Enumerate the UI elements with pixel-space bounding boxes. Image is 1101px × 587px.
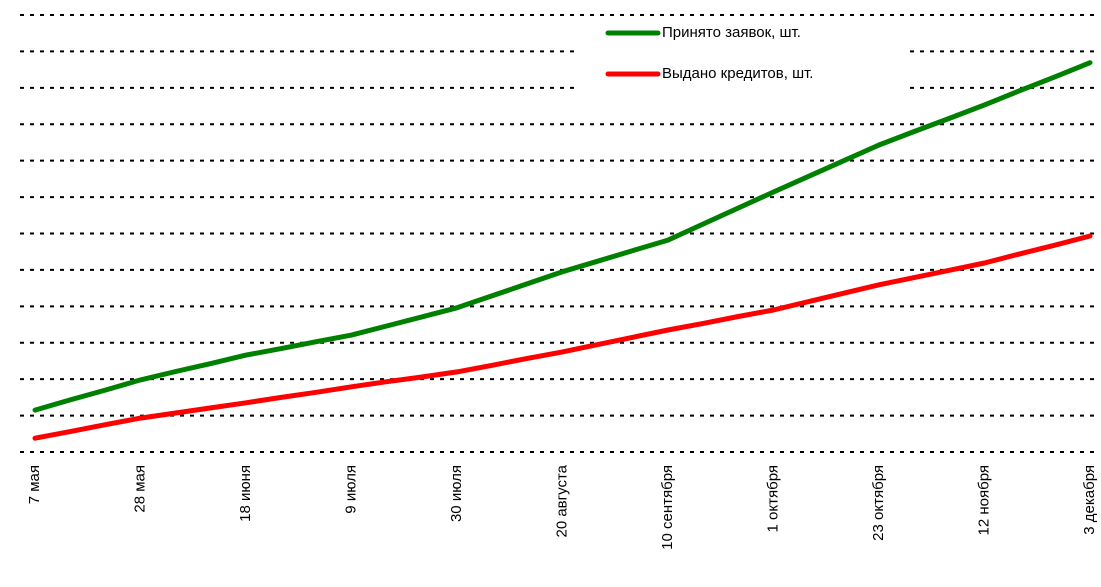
series-line [32, 233, 1093, 441]
x-tick-label: 3 декабря [1081, 465, 1098, 535]
legend-label: Выдано кредитов, шт. [662, 65, 813, 82]
x-tick-label: 20 августа [553, 464, 570, 537]
x-tick-label: 30 июля [448, 465, 465, 522]
x-tick-label: 28 мая [131, 465, 148, 513]
x-tick-label: 10 сентября [659, 465, 676, 550]
x-tick-label: 18 июня [237, 465, 254, 522]
x-tick-label: 1 октября [764, 465, 781, 532]
x-tick-label: 9 июля [342, 465, 359, 514]
x-tick-label: 23 октября [870, 465, 887, 541]
legend-label: Принято заявок, шт. [662, 24, 801, 41]
series-line [32, 60, 1093, 413]
x-tick-label: 7 мая [26, 465, 43, 504]
x-tick-label: 12 ноября [975, 465, 992, 536]
